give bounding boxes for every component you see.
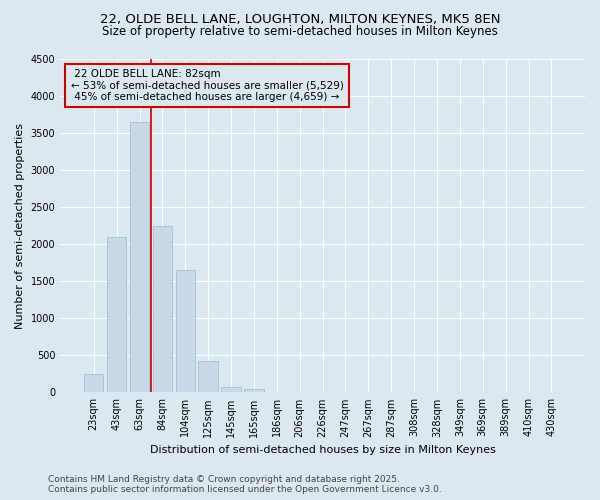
Bar [199, 360, 218, 392]
Text: Size of property relative to semi-detached houses in Milton Keynes: Size of property relative to semi-detach… [102, 25, 498, 38]
Text: Contains HM Land Registry data © Crown copyright and database right 2025.
Contai: Contains HM Land Registry data © Crown c… [48, 474, 442, 494]
Bar [107, 237, 127, 392]
Bar [130, 122, 149, 392]
Bar [152, 226, 172, 392]
Text: 22 OLDE BELL LANE: 82sqm
← 53% of semi-detached houses are smaller (5,529)
 45% : 22 OLDE BELL LANE: 82sqm ← 53% of semi-d… [71, 69, 344, 102]
Bar [176, 270, 195, 392]
Text: 22, OLDE BELL LANE, LOUGHTON, MILTON KEYNES, MK5 8EN: 22, OLDE BELL LANE, LOUGHTON, MILTON KEY… [100, 12, 500, 26]
Bar [244, 388, 263, 392]
Y-axis label: Number of semi-detached properties: Number of semi-detached properties [15, 122, 25, 328]
Bar [84, 374, 103, 392]
X-axis label: Distribution of semi-detached houses by size in Milton Keynes: Distribution of semi-detached houses by … [149, 445, 496, 455]
Bar [221, 386, 241, 392]
